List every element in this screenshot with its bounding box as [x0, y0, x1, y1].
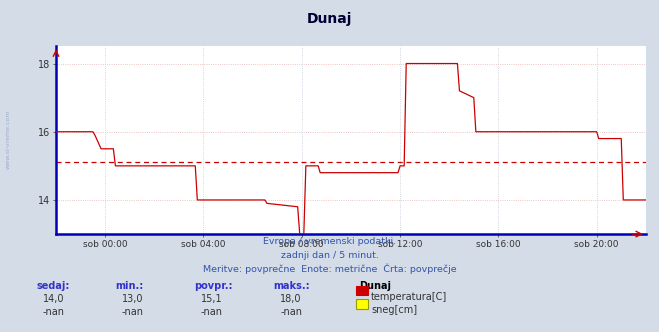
Text: maks.:: maks.:	[273, 281, 310, 290]
Text: sneg[cm]: sneg[cm]	[371, 305, 417, 315]
Text: Evropa / vremenski podatki.: Evropa / vremenski podatki.	[263, 237, 396, 246]
Text: 13,0: 13,0	[122, 294, 144, 304]
Text: min.:: min.:	[115, 281, 144, 290]
Text: 14,0: 14,0	[43, 294, 65, 304]
Text: -nan: -nan	[201, 307, 223, 317]
Text: Dunaj: Dunaj	[359, 281, 391, 290]
Text: Dunaj: Dunaj	[307, 12, 352, 26]
Text: Meritve: povprečne  Enote: metrične  Črta: povprečje: Meritve: povprečne Enote: metrične Črta:…	[203, 264, 456, 275]
Text: 15,1: 15,1	[201, 294, 223, 304]
Text: zadnji dan / 5 minut.: zadnji dan / 5 minut.	[281, 251, 378, 260]
Text: temperatura[C]: temperatura[C]	[371, 292, 447, 302]
Text: povpr.:: povpr.:	[194, 281, 233, 290]
Text: -nan: -nan	[280, 307, 302, 317]
Text: www.si-vreme.com: www.si-vreme.com	[6, 110, 11, 169]
Text: 18,0: 18,0	[280, 294, 302, 304]
Text: -nan: -nan	[122, 307, 144, 317]
Text: sedaj:: sedaj:	[36, 281, 70, 290]
Text: -nan: -nan	[43, 307, 65, 317]
